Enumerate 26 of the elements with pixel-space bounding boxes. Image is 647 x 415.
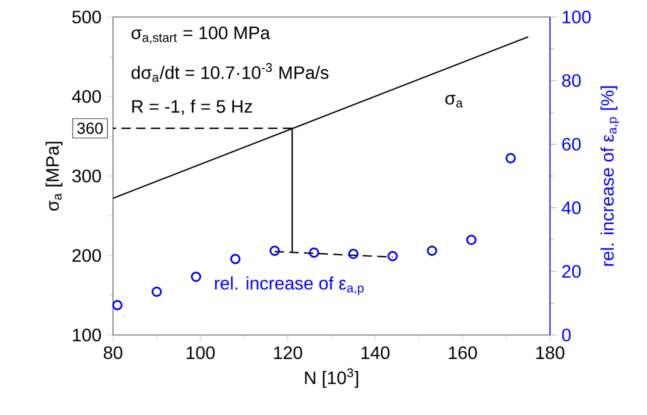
y-tick-label: 400 (72, 90, 101, 103)
x-tick-label: 100 (186, 346, 215, 360)
y2-axis-title: rel. increase of ε$_{a,p}$ [%] (600, 86, 620, 266)
series-label: rel. increase of ε$_{a,p}$ (215, 276, 364, 295)
x-tick-label: 80 (104, 346, 122, 360)
x-tick-label: 180 (536, 346, 564, 360)
annotation: σ$_{a,start}$ = 100 MPa (132, 26, 270, 44)
x-tick-label: 140 (362, 346, 390, 360)
y-tick-label: 500 (72, 10, 101, 24)
y-tick-label: 200 (72, 249, 101, 262)
y2-tick-label: 20 (562, 265, 581, 278)
series-label: σ$_{a}$ (445, 94, 463, 108)
annotation: R = -1, f = 5 Hz (132, 100, 252, 115)
y2-tick-label: 0 (562, 328, 571, 342)
y-tick-label: 100 (72, 328, 101, 342)
y2-tick-label: 80 (562, 74, 581, 87)
y-tick-label: 300 (72, 170, 101, 182)
annotation: 360 (77, 122, 103, 134)
y-axis-title: σ$_{a}$ [MPa] (46, 142, 62, 211)
y2-tick-label: 60 (562, 138, 581, 151)
y2-tick-label: 40 (562, 201, 581, 214)
y2-tick-label: 100 (562, 10, 591, 24)
x-axis-title: N [10$^{3}$] (305, 368, 358, 388)
annotation: dσ$_{a}$/dt = 10.7·10$^{-3}$ MPa/s (132, 63, 328, 82)
x-tick-label: 120 (274, 346, 302, 360)
x-tick-label: 160 (448, 346, 477, 360)
